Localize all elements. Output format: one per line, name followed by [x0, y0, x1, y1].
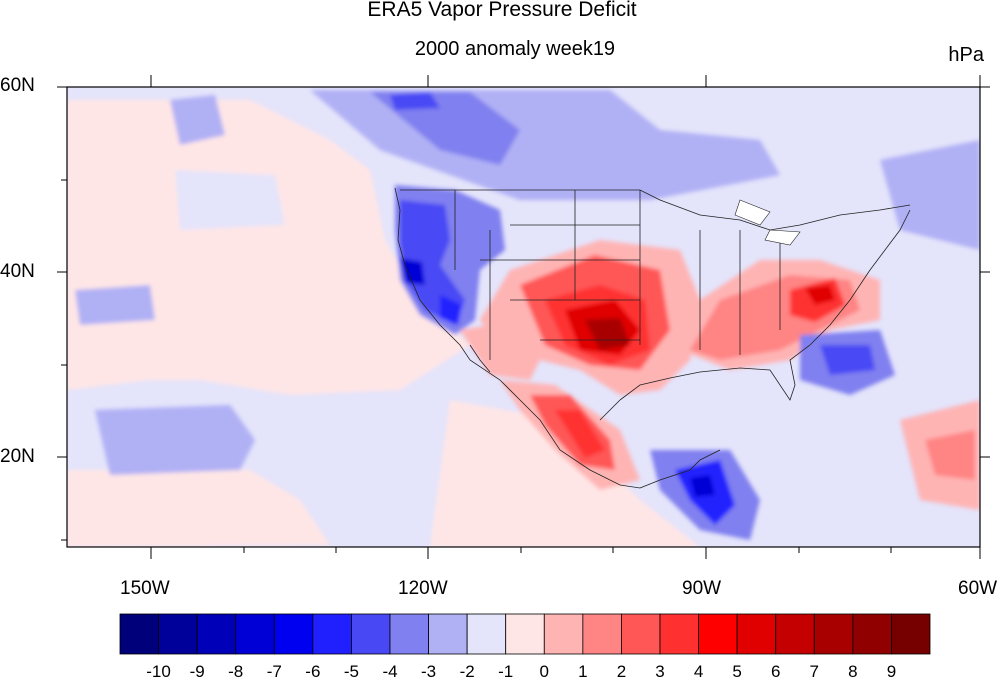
- colorbar-tick-label: 2: [616, 662, 627, 681]
- colorbar-box: [428, 613, 468, 655]
- units-label: hPa: [948, 44, 984, 66]
- colorbar-tick-label: 9: [886, 662, 897, 681]
- lat-label-60n: 60N: [0, 75, 35, 96]
- colorbar-tick-label: 3: [655, 662, 665, 681]
- colorbar-tick-label: -1: [498, 662, 514, 681]
- lat-label-40n: 40N: [0, 261, 35, 282]
- lon-label-60w: 60W: [958, 578, 998, 599]
- colorbar-box: [273, 613, 314, 655]
- colorbar-box: [389, 613, 429, 655]
- colorbar-box: [351, 613, 391, 655]
- colorbar-tick-label: 1: [578, 662, 588, 681]
- map-subtitle: 2000 anomaly week19: [414, 38, 616, 60]
- colorbar-box: [543, 613, 584, 655]
- colorbar-box: [621, 613, 661, 655]
- lon-label-120w: 120W: [398, 578, 448, 599]
- map-title: ERA5 Vapor Pressure Deficit: [367, 0, 637, 21]
- colorbar-tick-label: -10: [146, 662, 171, 681]
- colorbar-box: [698, 613, 738, 655]
- colorbar-tick-label: -3: [421, 662, 437, 681]
- colorbar-tick-label: -8: [228, 662, 244, 681]
- colorbar-box: [466, 613, 507, 655]
- coastlines: [394, 187, 911, 489]
- map-frame: [66, 86, 981, 548]
- colorbar-tick-label: 0: [539, 662, 550, 681]
- colorbar-box: [659, 613, 699, 655]
- colorbar-box: [235, 613, 275, 655]
- colorbar-box: [852, 613, 892, 655]
- colorbar-box: [775, 613, 815, 655]
- colorbar-box: [891, 613, 931, 655]
- colorbar-box: [158, 613, 198, 655]
- colorbar-tick-label: 5: [732, 662, 742, 681]
- colorbar-tick-label: -6: [305, 662, 321, 681]
- colorbar: [119, 613, 931, 655]
- colorbar-box: [119, 613, 159, 655]
- colorbar-box: [736, 613, 777, 655]
- lon-label-90w: 90W: [682, 578, 722, 599]
- colorbar-tick-label: -5: [343, 662, 359, 681]
- colorbar-tick-label: -9: [189, 662, 205, 681]
- colorbar-box: [582, 613, 622, 655]
- colorbar-tick-label: -7: [266, 662, 282, 681]
- colorbar-tick-label: 6: [770, 662, 781, 681]
- colorbar-box: [505, 613, 545, 655]
- colorbar-box: [813, 613, 854, 655]
- colorbar-box: [196, 613, 237, 655]
- anomaly-field: [67, 87, 980, 547]
- colorbar-tick-label: -4: [382, 662, 398, 681]
- colorbar-tick-label: 7: [809, 662, 820, 681]
- colorbar-tick-label: 8: [848, 662, 858, 681]
- lon-label-150w: 150W: [120, 578, 170, 599]
- lat-label-20n: 20N: [0, 446, 35, 467]
- colorbar-box: [312, 613, 352, 655]
- colorbar-tick-label: -2: [459, 662, 475, 681]
- colorbar-tick-label: 4: [693, 662, 704, 681]
